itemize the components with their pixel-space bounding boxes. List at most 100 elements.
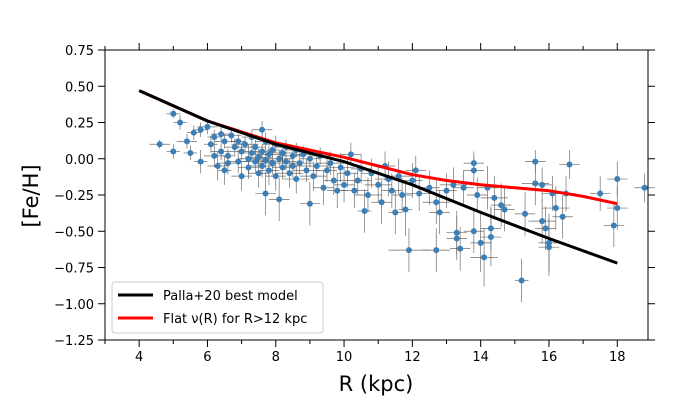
data-point <box>364 192 371 198</box>
data-point <box>218 131 225 138</box>
data-point <box>597 190 604 197</box>
data-point <box>323 167 330 174</box>
y-tick-labels: 0.75 0.50 0.25 0.00 −0.25 −0.50 −0.75 −1.00 −1.2… <box>54 44 94 349</box>
data-point <box>412 167 419 174</box>
data-point <box>433 199 440 206</box>
x-axis-label: R (kpc) <box>339 372 414 396</box>
data-point <box>269 160 276 167</box>
data-point <box>347 151 354 158</box>
data-point <box>378 199 385 206</box>
data-point <box>293 176 300 183</box>
x-tick-label: 12 <box>404 350 421 365</box>
y-tick-label: 0.25 <box>65 117 94 132</box>
data-point <box>170 148 177 155</box>
legend: Palla+20 best model Flat ν(R) for R>12 k… <box>111 281 324 334</box>
data-point <box>518 277 525 284</box>
data-point <box>457 245 464 252</box>
data-point <box>187 149 194 156</box>
data-point <box>566 161 573 168</box>
x-tick-label: 16 <box>541 350 558 365</box>
data-point <box>477 239 484 246</box>
data-point <box>259 148 266 155</box>
data-point <box>405 247 412 254</box>
data-point <box>450 181 457 188</box>
data-point <box>341 181 348 188</box>
y-tick-label: −0.50 <box>54 225 94 240</box>
data-point <box>337 164 344 171</box>
data-point <box>259 126 266 133</box>
data-point <box>204 123 211 130</box>
data-point <box>303 167 310 174</box>
data-point <box>327 160 334 167</box>
x-tick-label: 8 <box>272 350 280 365</box>
data-point <box>207 141 214 148</box>
y-tick-label: −1.25 <box>54 334 94 349</box>
data-point <box>183 138 190 145</box>
data-point <box>542 225 549 232</box>
data-point <box>265 151 272 158</box>
data-point <box>289 163 296 169</box>
data-point <box>559 213 566 220</box>
data-point <box>279 164 286 171</box>
data-point <box>313 163 320 169</box>
data-point <box>238 173 245 180</box>
point-layer <box>156 110 648 284</box>
data-point <box>532 158 539 165</box>
data-point <box>279 149 286 156</box>
data-point <box>545 239 552 246</box>
data-point <box>197 126 204 133</box>
legend-label-palla-model: Palla+20 best model <box>163 289 298 304</box>
data-point <box>235 138 242 145</box>
x-tick-label: 6 <box>203 350 211 365</box>
data-point <box>330 177 337 184</box>
data-point <box>409 177 416 184</box>
legend-box <box>111 281 324 334</box>
data-point <box>539 218 546 225</box>
data-point <box>334 187 341 194</box>
data-point <box>402 206 409 213</box>
data-point <box>170 110 177 117</box>
data-point <box>539 181 546 188</box>
data-point <box>426 184 433 191</box>
data-point <box>354 177 361 184</box>
data-point <box>306 200 313 207</box>
data-point <box>259 163 266 169</box>
data-point <box>614 205 621 212</box>
data-point <box>221 167 228 174</box>
y-axis-label: [Fe/H] <box>19 164 43 227</box>
data-point <box>433 247 440 254</box>
data-point <box>453 229 460 236</box>
data-point <box>289 152 296 159</box>
y-tick-label: −1.00 <box>54 298 94 313</box>
data-point <box>235 158 242 165</box>
x-tick-label: 10 <box>336 350 353 365</box>
x-tick-label: 4 <box>135 350 143 365</box>
data-point <box>224 160 231 167</box>
data-point <box>272 173 279 180</box>
x-tick-labels: 4 6 8 10 12 14 16 18 <box>135 350 626 365</box>
data-point <box>306 155 313 162</box>
data-point <box>392 209 399 216</box>
data-point <box>474 192 481 198</box>
data-point <box>252 144 259 151</box>
data-point <box>177 119 184 126</box>
data-point <box>228 132 235 139</box>
data-point <box>470 228 477 235</box>
data-point <box>344 170 351 177</box>
data-point <box>545 244 552 251</box>
data-point <box>255 154 262 161</box>
data-point <box>214 163 221 169</box>
data-point <box>231 144 238 151</box>
data-point <box>416 190 423 197</box>
data-point <box>245 155 252 162</box>
data-point <box>522 210 529 217</box>
data-point <box>641 184 648 191</box>
data-point <box>283 158 289 165</box>
data-point <box>190 129 197 136</box>
data-point <box>361 207 368 214</box>
data-point <box>269 147 276 154</box>
data-point <box>242 141 249 148</box>
data-point <box>320 184 327 191</box>
data-point <box>375 181 382 188</box>
